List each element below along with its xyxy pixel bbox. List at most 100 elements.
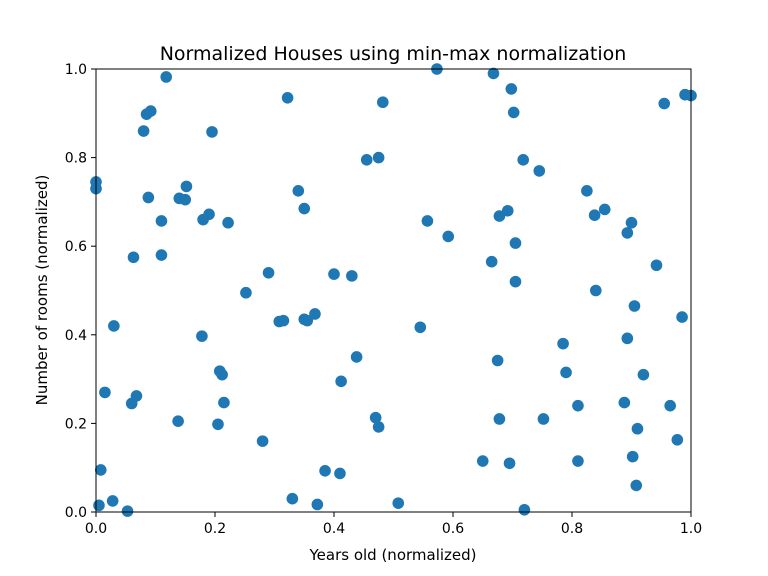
data-point xyxy=(557,337,569,350)
data-point xyxy=(421,215,434,227)
data-point xyxy=(350,351,363,363)
data-point xyxy=(503,457,516,470)
x-tick-label: 0.4 xyxy=(323,521,345,537)
data-point xyxy=(346,270,358,282)
data-point xyxy=(487,67,500,80)
data-point xyxy=(414,321,427,334)
data-point xyxy=(590,284,602,297)
data-point xyxy=(598,203,611,216)
plot-frame xyxy=(95,68,692,513)
data-point xyxy=(392,497,405,509)
data-point xyxy=(631,422,644,435)
data-point xyxy=(507,106,520,119)
data-point xyxy=(311,498,324,511)
data-point xyxy=(376,96,389,109)
data-point xyxy=(335,375,347,388)
data-point xyxy=(493,413,506,425)
y-tick-label: 0.6 xyxy=(65,239,87,255)
data-point xyxy=(99,386,111,399)
data-point xyxy=(196,330,208,342)
data-point xyxy=(137,125,150,137)
data-point xyxy=(180,180,193,193)
data-point xyxy=(372,151,385,164)
y-tick-label: 0.4 xyxy=(65,328,87,344)
data-point xyxy=(658,97,671,110)
data-point xyxy=(518,503,531,516)
data-point xyxy=(637,368,650,381)
data-point xyxy=(256,435,269,447)
data-point xyxy=(621,227,634,239)
data-point xyxy=(509,275,522,288)
data-point xyxy=(560,366,572,379)
x-tick-label: 1.0 xyxy=(680,521,702,537)
y-axis-label: Number of rooms (normalized) xyxy=(33,175,51,406)
data-point xyxy=(372,421,385,433)
data-point xyxy=(155,249,168,261)
data-point xyxy=(218,396,230,409)
data-point xyxy=(369,411,382,424)
data-point xyxy=(262,266,275,279)
data-point xyxy=(334,467,346,480)
data-point xyxy=(476,455,489,467)
data-point xyxy=(517,154,530,166)
data-point xyxy=(127,251,140,264)
data-point xyxy=(277,314,290,327)
data-point xyxy=(142,191,155,204)
data-point xyxy=(493,210,506,222)
data-point xyxy=(621,332,634,345)
data-point xyxy=(281,91,294,104)
data-point xyxy=(298,202,311,215)
data-point xyxy=(144,105,157,117)
chart-title: Normalized Houses using min-max normaliz… xyxy=(160,43,627,65)
y-tick-label: 0.8 xyxy=(65,151,87,167)
y-tick-label: 0.0 xyxy=(65,505,87,521)
data-point xyxy=(618,396,631,409)
data-point xyxy=(130,390,143,402)
data-point xyxy=(505,83,518,95)
data-point xyxy=(222,216,234,229)
data-point xyxy=(121,505,134,517)
data-point xyxy=(626,450,639,463)
data-point xyxy=(301,314,314,327)
y-axis-ticks: 0.0 0.2 0.4 0.6 0.8 1.0 xyxy=(65,62,96,521)
data-point xyxy=(671,433,684,446)
y-tick-label: 0.2 xyxy=(65,416,87,432)
x-axis-ticks: 0.0 0.2 0.4 0.6 0.8 1.0 xyxy=(85,512,702,537)
data-point xyxy=(179,193,192,206)
data-point xyxy=(581,185,593,197)
data-point xyxy=(309,308,321,320)
data-point xyxy=(533,165,546,177)
data-point xyxy=(628,300,641,312)
data-point xyxy=(286,492,299,505)
data-point xyxy=(509,237,522,249)
y-tick-label: 1.0 xyxy=(65,62,87,78)
data-point xyxy=(625,216,638,229)
data-point xyxy=(319,465,331,477)
data-point xyxy=(664,399,676,412)
data-point xyxy=(292,185,305,197)
data-point xyxy=(216,368,228,381)
data-point xyxy=(588,209,601,221)
x-tick-label: 0.6 xyxy=(442,521,464,537)
data-point xyxy=(328,268,340,280)
data-point xyxy=(650,259,663,272)
data-point xyxy=(676,311,688,323)
data-point xyxy=(501,204,514,217)
data-point xyxy=(537,413,550,425)
data-point xyxy=(212,418,224,431)
data-point xyxy=(94,464,107,476)
data-point xyxy=(491,354,504,367)
data-point xyxy=(93,499,105,512)
data-point xyxy=(485,255,498,268)
data-point xyxy=(155,215,168,227)
data-point xyxy=(240,286,252,299)
data-point xyxy=(172,415,184,427)
x-axis-label: Years old (normalized) xyxy=(308,546,476,564)
data-point xyxy=(206,126,218,138)
data-point xyxy=(572,399,584,412)
data-point xyxy=(442,230,455,243)
data-point xyxy=(572,455,584,467)
data-point xyxy=(106,495,119,507)
data-points xyxy=(90,63,697,517)
